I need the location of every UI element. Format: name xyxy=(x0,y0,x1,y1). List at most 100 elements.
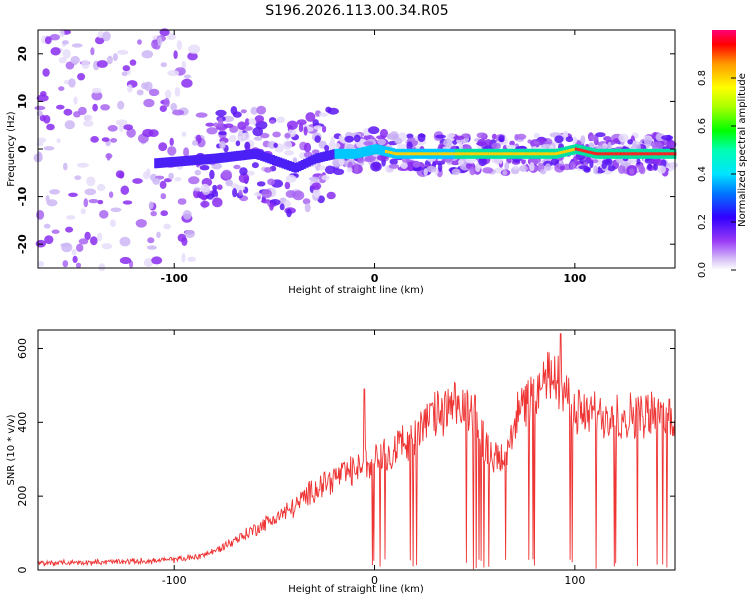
spectral-blob xyxy=(235,140,241,147)
spectral-blob xyxy=(217,117,224,128)
spectral-blob xyxy=(115,119,128,126)
spectral-blob xyxy=(272,131,281,138)
spectral-blob xyxy=(193,187,201,192)
band-core xyxy=(476,152,480,156)
spectral-blob xyxy=(91,87,102,94)
spectral-blob xyxy=(58,57,67,64)
spectral-blob xyxy=(159,180,167,189)
spectral-blob xyxy=(417,133,426,143)
band-segment xyxy=(219,152,223,163)
colorbar: 0.0 0.2 0.4 0.6 0.8 Normalized spectral ampl… xyxy=(697,30,748,278)
x-tick-label: 100 xyxy=(563,272,586,285)
band-segment xyxy=(240,150,244,161)
band-core xyxy=(639,152,643,156)
band-core xyxy=(488,152,492,156)
spectral-blob xyxy=(515,133,527,140)
band-segment xyxy=(154,158,158,169)
band-segment xyxy=(336,148,340,159)
spectral-blob xyxy=(148,88,160,97)
spectral-blob xyxy=(589,160,594,169)
spectral-blob xyxy=(106,55,113,65)
band-segment xyxy=(322,151,326,162)
spectral-blob xyxy=(160,210,168,217)
spectral-blob xyxy=(188,176,200,185)
x-tick-label: -100 xyxy=(160,272,188,285)
dominant-frequency-band xyxy=(154,144,677,173)
band-segment xyxy=(238,150,242,161)
spectral-blob xyxy=(312,187,321,198)
band-segment xyxy=(380,145,384,156)
band-core xyxy=(423,152,427,156)
spectral-blob xyxy=(44,36,52,45)
spectral-blob xyxy=(107,125,118,132)
spectral-blob xyxy=(84,188,97,196)
spectral-blob xyxy=(143,98,155,108)
band-core xyxy=(404,152,408,156)
spectral-blob xyxy=(538,137,546,144)
spectral-blob xyxy=(187,52,198,61)
band-core xyxy=(594,152,598,156)
spectral-blob xyxy=(86,176,96,187)
spectral-blob xyxy=(194,169,202,176)
spectral-blob xyxy=(244,118,250,126)
spectral-blob xyxy=(221,169,232,179)
band-segment xyxy=(368,145,372,156)
band-segment xyxy=(161,157,165,168)
spectral-blob xyxy=(550,158,560,166)
spectral-blob xyxy=(303,126,308,136)
spectral-blob xyxy=(37,152,43,162)
spectral-blob xyxy=(120,185,130,195)
snr-panel: -100 0 100 0 200 400 600 Height of straight li… xyxy=(6,329,676,595)
band-core xyxy=(582,149,586,153)
spectral-blob xyxy=(629,168,635,175)
band-core xyxy=(560,150,564,154)
spectral-blob xyxy=(112,53,118,62)
spectral-blob xyxy=(163,97,170,108)
band-segment xyxy=(281,158,285,169)
band-core xyxy=(536,152,540,156)
band-segment xyxy=(221,152,225,163)
spectral-blob xyxy=(92,103,98,112)
spectral-blob xyxy=(71,249,77,256)
band-segment xyxy=(303,158,307,169)
spectral-blob xyxy=(638,164,644,174)
spectral-blob xyxy=(389,158,398,165)
spectral-blob xyxy=(242,132,250,141)
band-core xyxy=(668,152,672,156)
spectral-blob xyxy=(308,176,320,182)
band-segment xyxy=(346,148,350,159)
spectral-blob xyxy=(302,198,311,205)
band-core xyxy=(543,152,547,156)
spectral-blob xyxy=(45,195,50,203)
spectral-blob xyxy=(617,164,626,174)
spectral-blob xyxy=(83,198,89,208)
spectral-blob xyxy=(177,233,186,242)
spectral-blob xyxy=(313,125,322,130)
band-segment xyxy=(223,152,227,163)
band-segment xyxy=(247,149,251,160)
band-core xyxy=(384,150,388,153)
spectral-blob xyxy=(167,70,180,76)
band-core xyxy=(620,152,624,156)
spectral-blob xyxy=(77,73,86,81)
band-segment xyxy=(245,149,249,160)
spectral-blob xyxy=(453,135,465,140)
band-segment xyxy=(334,148,338,159)
band-segment xyxy=(226,152,230,163)
band-core xyxy=(546,152,549,156)
spectral-blob xyxy=(223,123,234,128)
spectral-blob xyxy=(311,182,322,190)
spectral-blob xyxy=(91,91,103,101)
band-segment xyxy=(187,155,191,166)
spectral-blob xyxy=(200,183,210,193)
band-core xyxy=(666,152,670,156)
spectral-blob xyxy=(42,68,50,77)
spectral-blob xyxy=(43,146,55,151)
spectral-blob xyxy=(183,147,190,158)
band-core xyxy=(457,152,461,156)
band-core xyxy=(497,152,501,156)
spectral-blob xyxy=(379,128,389,138)
spectral-blob xyxy=(127,84,133,93)
band-core xyxy=(570,148,573,152)
spectral-blob xyxy=(56,104,65,110)
